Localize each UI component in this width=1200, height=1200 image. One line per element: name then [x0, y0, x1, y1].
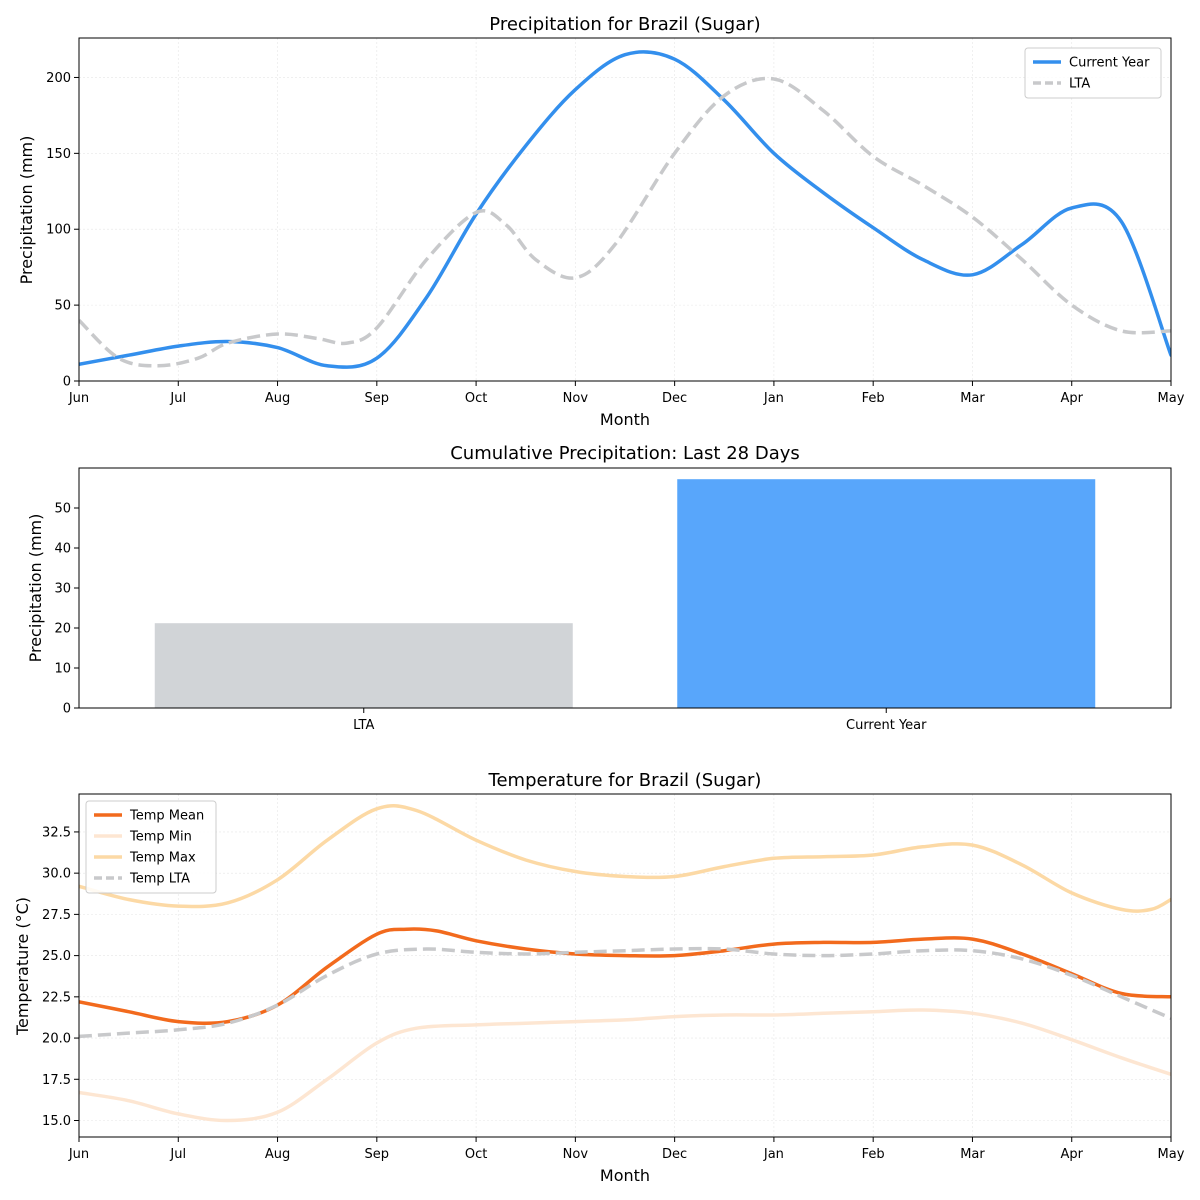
y-tick-label: 10	[54, 662, 71, 677]
chart-title: Cumulative Precipitation: Last 28 Days	[450, 443, 800, 464]
x-tick-label: Mar	[960, 1147, 985, 1162]
x-tick-label: Aug	[265, 391, 290, 406]
x-tick-label: Dec	[662, 1147, 687, 1162]
x-tick-label: Current Year	[846, 718, 927, 733]
plot-frame	[78, 37, 1172, 382]
x-tick-label: Jan	[763, 1147, 784, 1162]
x-tick-label: Feb	[862, 1147, 885, 1162]
y-tick-label: 0	[63, 375, 71, 390]
x-tick-label: Oct	[465, 1147, 487, 1162]
x-tick-label: Sep	[365, 1147, 390, 1162]
legend-frame	[85, 800, 217, 894]
x-tick-label: Oct	[465, 391, 487, 406]
x-tick-label: Nov	[563, 391, 589, 406]
x-tick-label: LTA	[353, 718, 374, 733]
y-tick-label: 30.0	[42, 867, 71, 882]
legend-label: Temp LTA	[129, 872, 190, 887]
x-axis-label: Month	[600, 410, 650, 429]
x-tick-label: Apr	[1060, 391, 1083, 406]
y-tick-label: 30	[54, 582, 71, 597]
x-tick-label: Jun	[68, 1147, 89, 1162]
y-tick-label: 15.0	[42, 1114, 71, 1129]
x-tick-label: Dec	[662, 391, 687, 406]
cumulative-bar-chart: Cumulative Precipitation: Last 28 Days L…	[26, 443, 1172, 733]
y-tick-label: 50	[54, 299, 71, 314]
y-tick-label: 20	[54, 622, 71, 637]
y-tick-label: 100	[46, 223, 71, 238]
y-tick-label: 32.5	[42, 825, 71, 840]
series-line-current-year	[79, 50, 1171, 369]
y-tick-label: 150	[46, 147, 71, 162]
y-tick-label: 17.5	[42, 1073, 71, 1088]
x-tick-label: Jan	[763, 391, 784, 406]
bar-lta	[154, 623, 573, 708]
y-tick-label: 22.5	[42, 990, 71, 1005]
y-tick-label: 0	[63, 702, 71, 717]
legend-label: Current Year	[1069, 56, 1150, 71]
y-axis-label: Precipitation (mm)	[17, 136, 36, 285]
y-tick-label: 20.0	[42, 1032, 71, 1047]
legend-label: Temp Min	[129, 830, 192, 845]
series-line-temp-min	[79, 1008, 1171, 1123]
x-tick-label: Apr	[1060, 1147, 1083, 1162]
legend: Temp Mean Temp Min Temp Max Temp LTA	[85, 800, 217, 894]
y-tick-label: 50	[54, 502, 71, 517]
x-tick-label: Feb	[862, 391, 885, 406]
y-axis-label: Precipitation (mm)	[26, 514, 45, 663]
legend: Current Year LTA	[1024, 47, 1162, 99]
x-tick-label: May	[1158, 1147, 1185, 1162]
temperature-line-chart: Temperature for Brazil (Sugar) Jun Jul Aug…	[13, 770, 1185, 1185]
x-tick-label: May	[1158, 391, 1185, 406]
x-tick-label: Jul	[169, 1147, 186, 1162]
series-line-temp-lta	[79, 946, 1171, 1039]
y-axis-label: Temperature (°C)	[13, 897, 32, 1036]
legend-label: Temp Mean	[129, 809, 204, 824]
x-tick-label: Mar	[960, 391, 985, 406]
chart-title: Precipitation for Brazil (Sugar)	[489, 14, 760, 35]
precip-line-chart: Precipitation for Brazil (Sugar) Jun Jul A…	[17, 14, 1185, 429]
plot-frame	[78, 793, 1172, 1138]
x-tick-label: Nov	[563, 1147, 589, 1162]
bar-current-year	[677, 479, 1096, 708]
series-line-temp-max	[79, 804, 1171, 913]
x-tick-label: Jul	[169, 391, 186, 406]
y-tick-label: 27.5	[42, 908, 71, 923]
x-tick-label: Aug	[265, 1147, 290, 1162]
chart-title: Temperature for Brazil (Sugar)	[488, 770, 762, 791]
x-tick-label: Sep	[365, 391, 390, 406]
legend-label: Temp Max	[129, 851, 196, 866]
legend-label: LTA	[1069, 77, 1090, 92]
y-tick-label: 25.0	[42, 949, 71, 964]
series-line-temp-mean	[79, 927, 1171, 1025]
x-tick-label: Jun	[68, 391, 89, 406]
y-tick-label: 200	[46, 71, 71, 86]
series-line-lta	[79, 76, 1171, 368]
x-axis-label: Month	[600, 1166, 650, 1185]
y-tick-label: 40	[54, 542, 71, 557]
